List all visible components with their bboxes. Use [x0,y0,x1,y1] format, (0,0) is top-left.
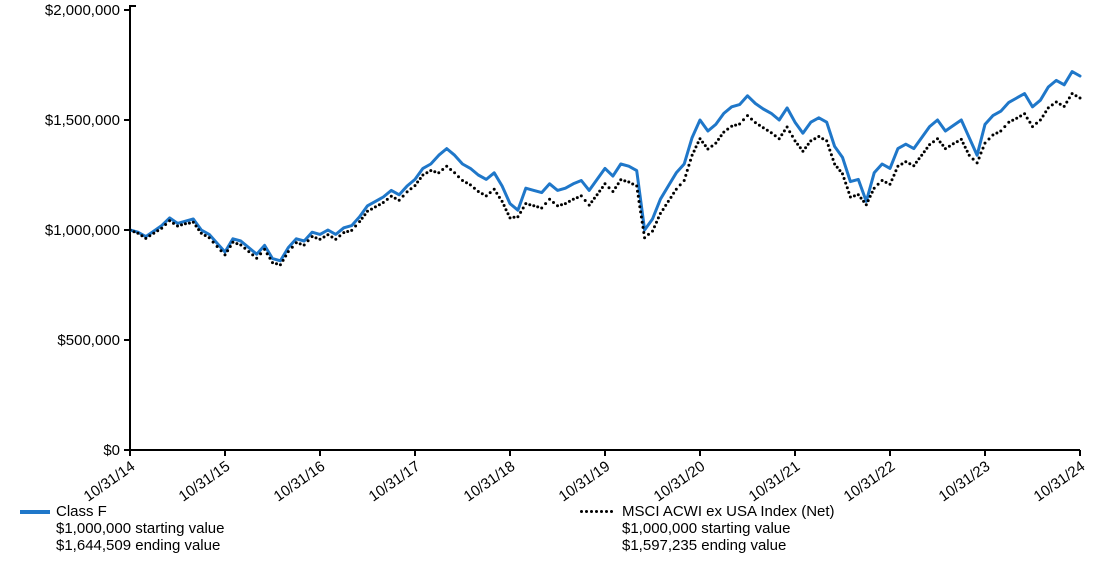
legend-swatch-line [20,510,50,514]
legend-title: Class F [56,503,107,520]
legend-title: MSCI ACWI ex USA Index (Net) [622,503,835,520]
svg-text:$500,000: $500,000 [57,332,120,349]
svg-text:$1,000,000: $1,000,000 [45,222,120,239]
svg-text:10/31/17: 10/31/17 [366,458,424,505]
svg-text:$0: $0 [103,442,120,459]
legend-start-value: $1,000,000 starting value [56,520,224,537]
legend-item-class-f: Class F $1,000,000 starting value $1,644… [20,503,224,554]
svg-text:10/31/14: 10/31/14 [81,458,139,505]
chart-legend: Class F $1,000,000 starting value $1,644… [20,503,1080,554]
svg-text:10/31/21: 10/31/21 [746,458,804,505]
legend-start-value: $1,000,000 starting value [622,520,835,537]
growth-chart: $0 $500,000 $1,000,000 $1,500,000 $2,000,000… [0,0,1100,578]
svg-text:$2,000,000: $2,000,000 [45,2,120,19]
svg-text:$1,500,000: $1,500,000 [45,112,120,129]
legend-end-value: $1,644,509 ending value [56,537,224,554]
chart-svg: $0 $500,000 $1,000,000 $1,500,000 $2,000,000… [0,0,1100,578]
legend-item-benchmark: MSCI ACWI ex USA Index (Net) $1,000,000 … [580,503,835,554]
svg-text:10/31/16: 10/31/16 [271,458,329,505]
svg-text:10/31/15: 10/31/15 [176,458,234,505]
legend-end-value: $1,597,235 ending value [622,537,835,554]
legend-swatch-dots [580,510,616,514]
svg-text:10/31/24: 10/31/24 [1031,458,1089,505]
svg-text:10/31/22: 10/31/22 [841,458,899,505]
svg-text:10/31/19: 10/31/19 [556,458,614,505]
svg-text:10/31/20: 10/31/20 [651,458,709,505]
svg-text:10/31/23: 10/31/23 [936,458,994,505]
svg-text:10/31/18: 10/31/18 [461,458,519,505]
